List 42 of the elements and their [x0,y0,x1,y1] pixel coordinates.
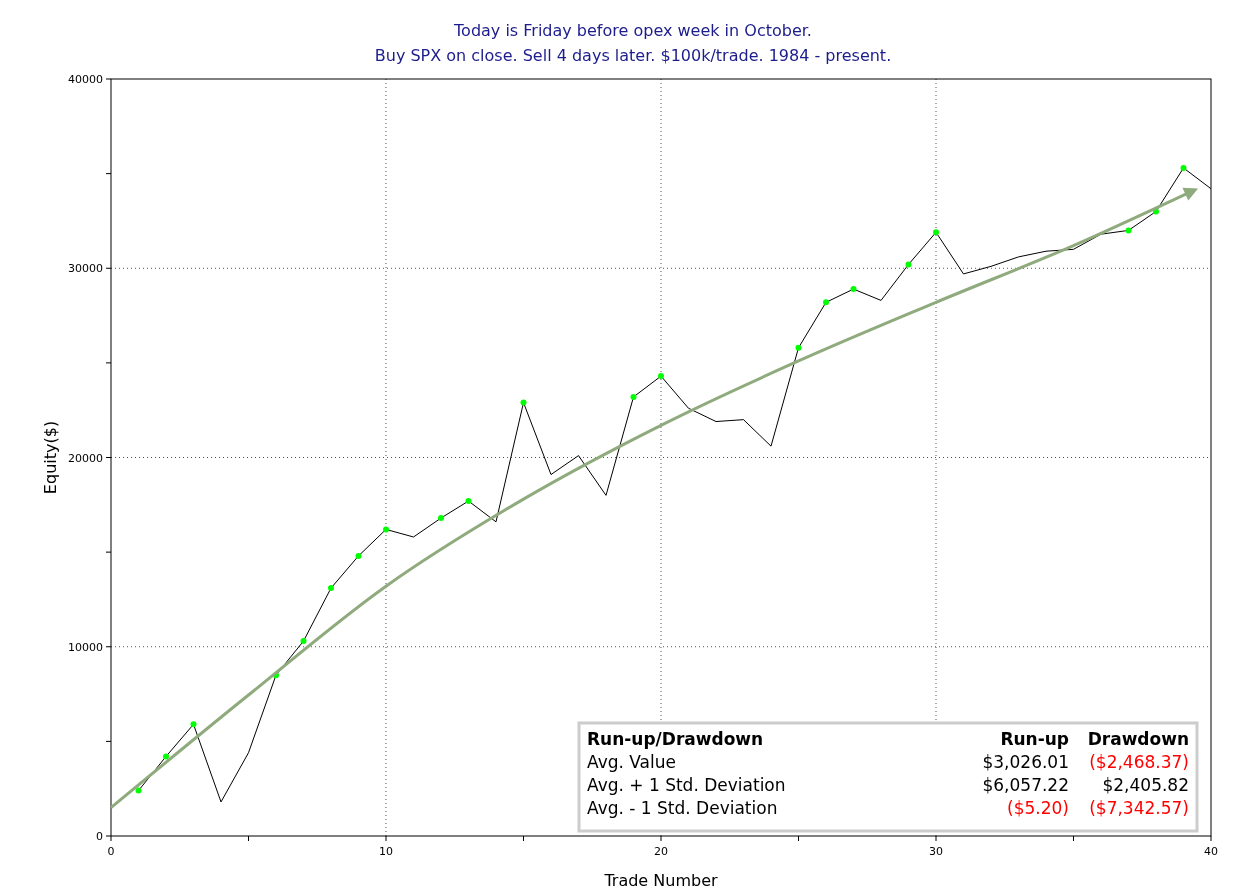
point [1125,227,1132,234]
annotation: Avg. - 1 Std. Deviation [587,798,778,818]
point [438,515,444,522]
y-tick-label: 40000 [68,73,103,86]
annotation: Avg. Value [587,752,676,772]
point [465,498,472,505]
chart-title: Today is Friday before opex week in October. [453,21,812,40]
y-axis-title: Equity($) [41,420,60,495]
point [190,721,197,728]
point [630,393,637,400]
point [135,787,142,794]
y-tick-label: 10000 [68,640,103,654]
x-tick-label: 0 [107,845,115,858]
chart-subtitle: Buy SPX on close. Sell 4 days later. $100k/trade. 1984 - present. [374,46,892,65]
annotation: ($5.20) [1007,798,1069,818]
annotation: ($7,342.57) [1089,798,1189,818]
annotation: Drawdown [1087,729,1189,749]
point [163,753,169,760]
point [355,552,362,559]
x-tick-label: 40 [1204,845,1218,858]
point [300,638,307,645]
annotation: Avg. + 1 Std. Deviation [587,775,786,795]
annotation: $3,026.01 [982,752,1069,772]
point [905,261,912,268]
point [823,299,829,306]
annotation: Run-up/Drawdown [587,729,764,749]
annotation: Run-up [1000,729,1069,749]
y-tick-label: 30000 [68,262,103,276]
point [520,399,527,406]
x-tick-label: 10 [379,845,393,858]
point [850,286,857,293]
y-tick-label: 20000 [68,451,103,465]
point [1180,164,1187,171]
point [795,344,802,351]
annotation: $2,405.82 [1102,775,1189,795]
x-axis-title: Trade Number [603,871,718,890]
annotation: ($2,468.37) [1089,752,1189,772]
x-tick-label: 20 [654,845,668,858]
x-tick-label: 30 [929,845,943,858]
annotation: $6,057.22 [982,775,1069,795]
point [328,585,334,592]
y-tick-label: 0 [96,830,103,843]
